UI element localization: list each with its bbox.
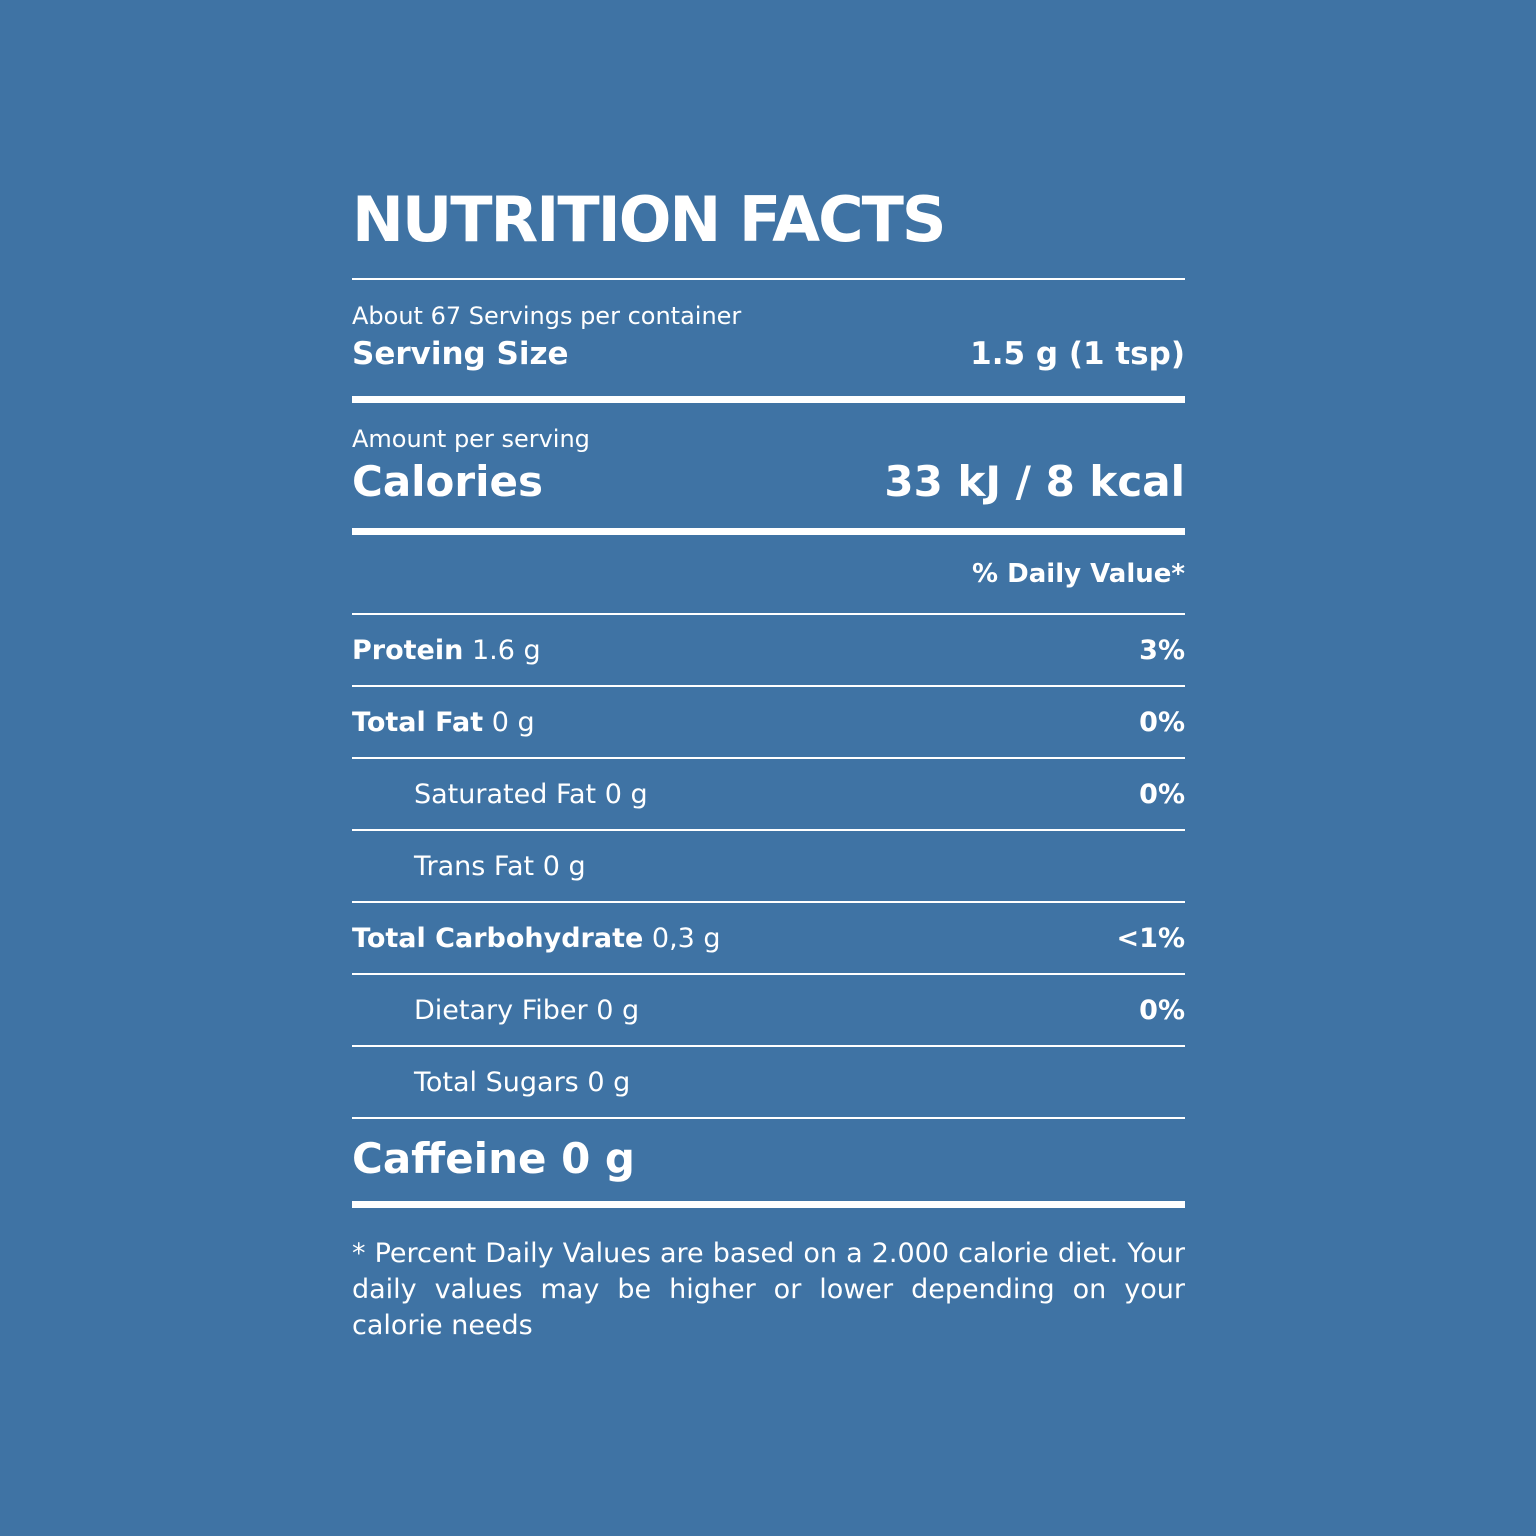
divider — [352, 528, 1185, 535]
nutrient-row: Trans Fat 0 g — [352, 829, 1185, 901]
daily-value: 0% — [1139, 994, 1185, 1026]
calories-row: Calories 33 kJ / 8 kcal — [352, 457, 1185, 506]
serving-size-value: 1.5 g (1 tsp) — [970, 336, 1185, 372]
divider — [352, 396, 1185, 403]
nutrient-amount: 0 g — [491, 706, 535, 738]
nutrient-name: Protein — [352, 634, 464, 666]
nutrition-panel: NUTRITION FACTS About 67 Servings per co… — [352, 180, 1185, 1344]
nutrient-row: Protein 1.6 g 3% — [352, 613, 1185, 685]
title: NUTRITION FACTS — [352, 183, 947, 256]
nutrient-name: Saturated Fat 0 g — [414, 778, 648, 810]
divider — [352, 1201, 1185, 1208]
nutrient: Trans Fat 0 g — [352, 851, 586, 882]
nutrient-name: Total Fat — [352, 706, 484, 738]
nutrient-row: Dietary Fiber 0 g 0% — [352, 973, 1185, 1045]
nutrient: Total Carbohydrate 0,3 g — [352, 923, 721, 954]
divider — [352, 278, 1185, 280]
nutrient-row: Saturated Fat 0 g 0% — [352, 757, 1185, 829]
nutrient: Protein 1.6 g — [352, 635, 541, 666]
nutrient-name: Total Carbohydrate — [352, 922, 644, 954]
calories-label: Calories — [352, 457, 544, 506]
nutrient-name: Total Sugars 0 g — [414, 1066, 631, 1098]
nutrient-amount: 1.6 g — [471, 634, 541, 666]
caffeine: Caffeine 0 g — [352, 1117, 1185, 1201]
servings: About 67 Servings per container — [352, 302, 742, 330]
nutrient-row: Total Fat 0 g 0% — [352, 685, 1185, 757]
nutrient: Total Fat 0 g — [352, 707, 535, 738]
serving-size-row: Serving Size 1.5 g (1 tsp) — [352, 336, 1185, 372]
calories-value: 33 kJ / 8 kcal — [884, 457, 1185, 506]
nutrient: Total Sugars 0 g — [352, 1067, 630, 1098]
nutrient-amount: 0,3 g — [651, 922, 721, 954]
nutrient-name: Trans Fat 0 g — [414, 850, 586, 882]
daily-value: 3% — [1139, 634, 1185, 666]
serving-size-label: Serving Size — [352, 336, 569, 372]
amount-per-serving: Amount per serving — [352, 425, 590, 453]
daily-value: <1% — [1116, 922, 1185, 954]
nutrient-row: Total Carbohydrate 0,3 g <1% — [352, 901, 1185, 973]
daily-value: 0% — [1139, 778, 1185, 810]
nutrient: Dietary Fiber 0 g — [352, 995, 639, 1026]
nutrient-name: Dietary Fiber 0 g — [414, 994, 640, 1026]
nutrient-rows: Protein 1.6 g 3% Total Fat 0 g 0% Saturated … — [352, 613, 1185, 1117]
footnote: * Percent Daily Values are based on a 2.… — [352, 1238, 1185, 1341]
nutrient: Saturated Fat 0 g — [352, 779, 648, 810]
daily-value: 0% — [1139, 706, 1185, 738]
daily-value-header: % Daily Value* — [972, 559, 1185, 589]
nutrient-row: Total Sugars 0 g — [352, 1045, 1185, 1117]
